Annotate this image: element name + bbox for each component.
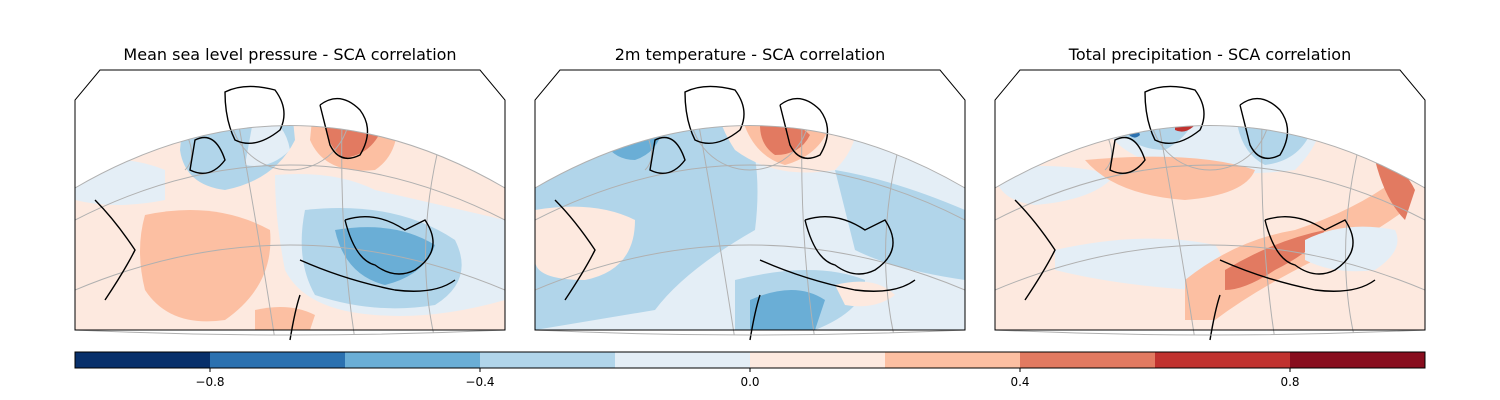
mslp-graticule xyxy=(75,125,505,335)
colorbar-segment xyxy=(1020,352,1155,368)
precip-dome-edge xyxy=(994,125,1426,189)
precip-africa-negative xyxy=(1305,226,1398,272)
colorbar-segment xyxy=(885,352,1020,368)
mslp-coastlines xyxy=(94,85,456,341)
colorbar-tick-label: 0.4 xyxy=(1010,375,1030,389)
t2m-bottom-edge xyxy=(534,329,966,336)
colorbar xyxy=(74,351,1426,372)
panel-title-precip: Total precipitation - SCA correlation xyxy=(1068,45,1352,64)
mslp-map-frame xyxy=(74,69,506,331)
mslp-bottom-edge xyxy=(74,329,506,336)
mslp-atlantic-positive xyxy=(140,210,271,322)
map-panel-precip xyxy=(994,69,1426,341)
precip-med-core xyxy=(1225,230,1325,290)
panel-title-t2m: 2m temperature - SCA correlation xyxy=(614,45,886,64)
colorbar-segment xyxy=(1155,352,1290,368)
precip-graticule xyxy=(995,125,1425,335)
colorbar-segment xyxy=(750,352,885,368)
mslp-dome-edge xyxy=(74,125,506,189)
precip-atlantic-positive xyxy=(1085,156,1255,200)
colorbar-tick-label: −0.4 xyxy=(465,375,495,389)
precip-field xyxy=(995,125,1425,330)
colorbar-segment xyxy=(1290,352,1425,368)
colorbar-segment xyxy=(615,352,750,368)
t2m-east-negative xyxy=(835,170,965,280)
t2m-africa-strong xyxy=(750,290,825,330)
colorbar-tick-label: −0.8 xyxy=(195,375,225,389)
colorbar-segment xyxy=(345,352,480,368)
colorbar-segment xyxy=(75,352,210,368)
mslp-field xyxy=(75,125,505,330)
colorbar-segment xyxy=(210,352,345,368)
colorbar-tick-label: 0.8 xyxy=(1280,375,1300,389)
map-panel-mslp xyxy=(74,69,506,341)
precip-map-frame xyxy=(994,69,1426,331)
mslp-south-positive xyxy=(255,306,315,330)
t2m-south-positive xyxy=(835,281,895,307)
colorbar-segment xyxy=(480,352,615,368)
precip-atlantic-negative xyxy=(1055,238,1222,290)
precip-bottom-edge xyxy=(994,329,1426,336)
colorbar-tick-label: 0.0 xyxy=(740,375,760,389)
t2m-dome-edge xyxy=(534,125,966,189)
t2m-atlantic-positive xyxy=(535,206,635,280)
mslp-med-negative xyxy=(335,227,435,285)
mslp-labrador-light xyxy=(75,160,165,205)
t2m-graticule xyxy=(535,125,965,335)
map-panel-t2m xyxy=(534,69,966,341)
t2m-map-frame xyxy=(534,69,966,331)
precip-coastlines xyxy=(1014,85,1376,341)
t2m-field xyxy=(535,125,965,330)
t2m-coastlines xyxy=(554,85,916,341)
precip-west-light xyxy=(995,166,1115,205)
panel-title-mslp: Mean sea level pressure - SCA correlatio… xyxy=(123,45,457,64)
